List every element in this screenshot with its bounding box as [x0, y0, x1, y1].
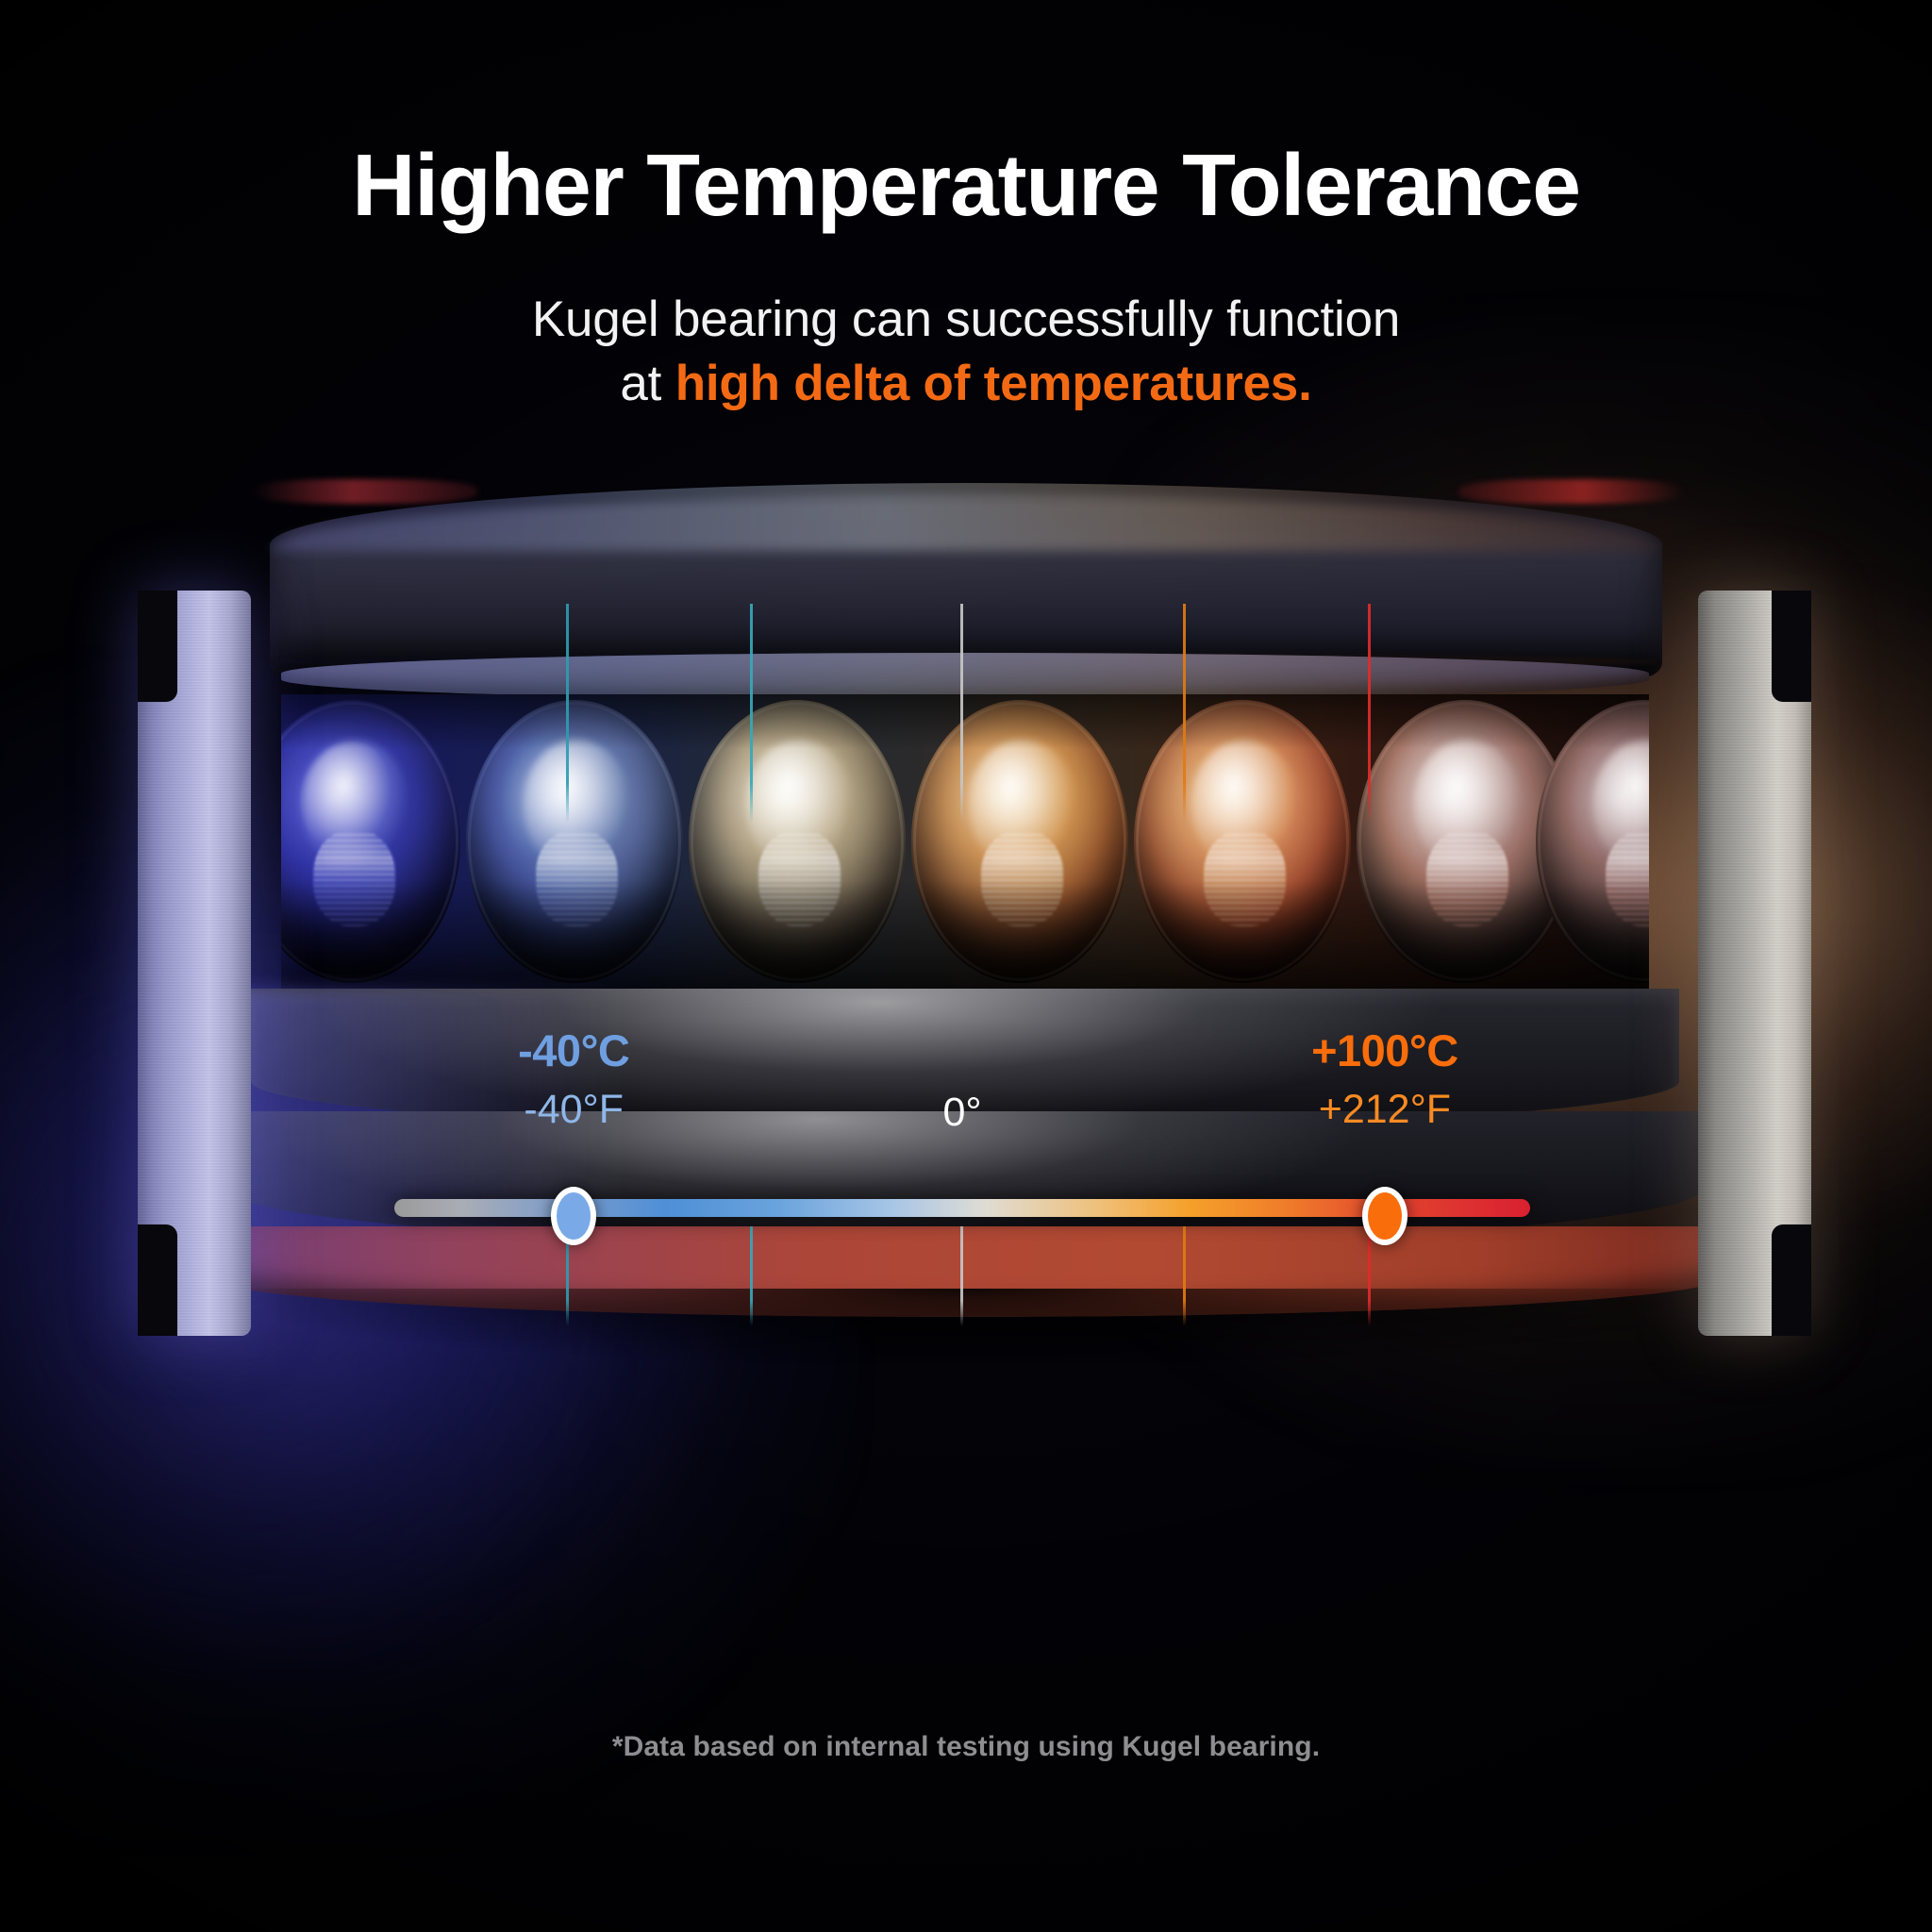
hot-celsius-value: +100°C	[1311, 1025, 1458, 1075]
subtitle-highlight: high delta of temperatures.	[675, 355, 1312, 411]
cold-temperature-label: -40°C -40°F	[518, 1025, 630, 1132]
seal-highlight-left	[251, 479, 477, 504]
cold-slider-handle[interactable]	[551, 1187, 597, 1245]
cold-fahrenheit-value: -40°F	[524, 1087, 625, 1132]
hot-temperature-label: +100°C +212°F	[1311, 1028, 1458, 1130]
bearing-illustration	[138, 479, 1811, 1377]
ball-chamber	[281, 694, 1649, 996]
subtitle-prefix: at	[620, 355, 675, 411]
subtitle-line-2: at high delta of temperatures.	[0, 352, 1932, 416]
bearing-cage-band	[281, 653, 1649, 700]
subtitle-line-1: Kugel bearing can successfully function	[531, 291, 1401, 347]
page-subtitle: Kugel bearing can successfully function …	[0, 288, 1932, 416]
header-block: Higher Temperature Tolerance Kugel beari…	[0, 142, 1932, 416]
hot-slider-handle[interactable]	[1361, 1187, 1407, 1245]
flange-notch	[138, 591, 177, 702]
outer-race-highlight	[270, 494, 1662, 551]
flange-notch	[1772, 591, 1811, 702]
footnote-text: *Data based on internal testing using Ku…	[611, 1731, 1321, 1762]
flange-notch	[138, 1224, 177, 1336]
zero-temperature-label: 0°	[942, 1090, 982, 1135]
cold-celsius-value: -40°C	[518, 1025, 630, 1075]
chamber-shading	[281, 694, 1649, 996]
seal-highlight-right	[1458, 479, 1685, 504]
temperature-slider[interactable]	[0, 1187, 1932, 1245]
base-shadow	[198, 1289, 1740, 1364]
page-title: Higher Temperature Tolerance	[352, 136, 1581, 234]
outer-race-top	[270, 483, 1662, 677]
hot-fahrenheit-value: +212°F	[1318, 1087, 1452, 1132]
flange-notch	[1772, 1224, 1811, 1336]
